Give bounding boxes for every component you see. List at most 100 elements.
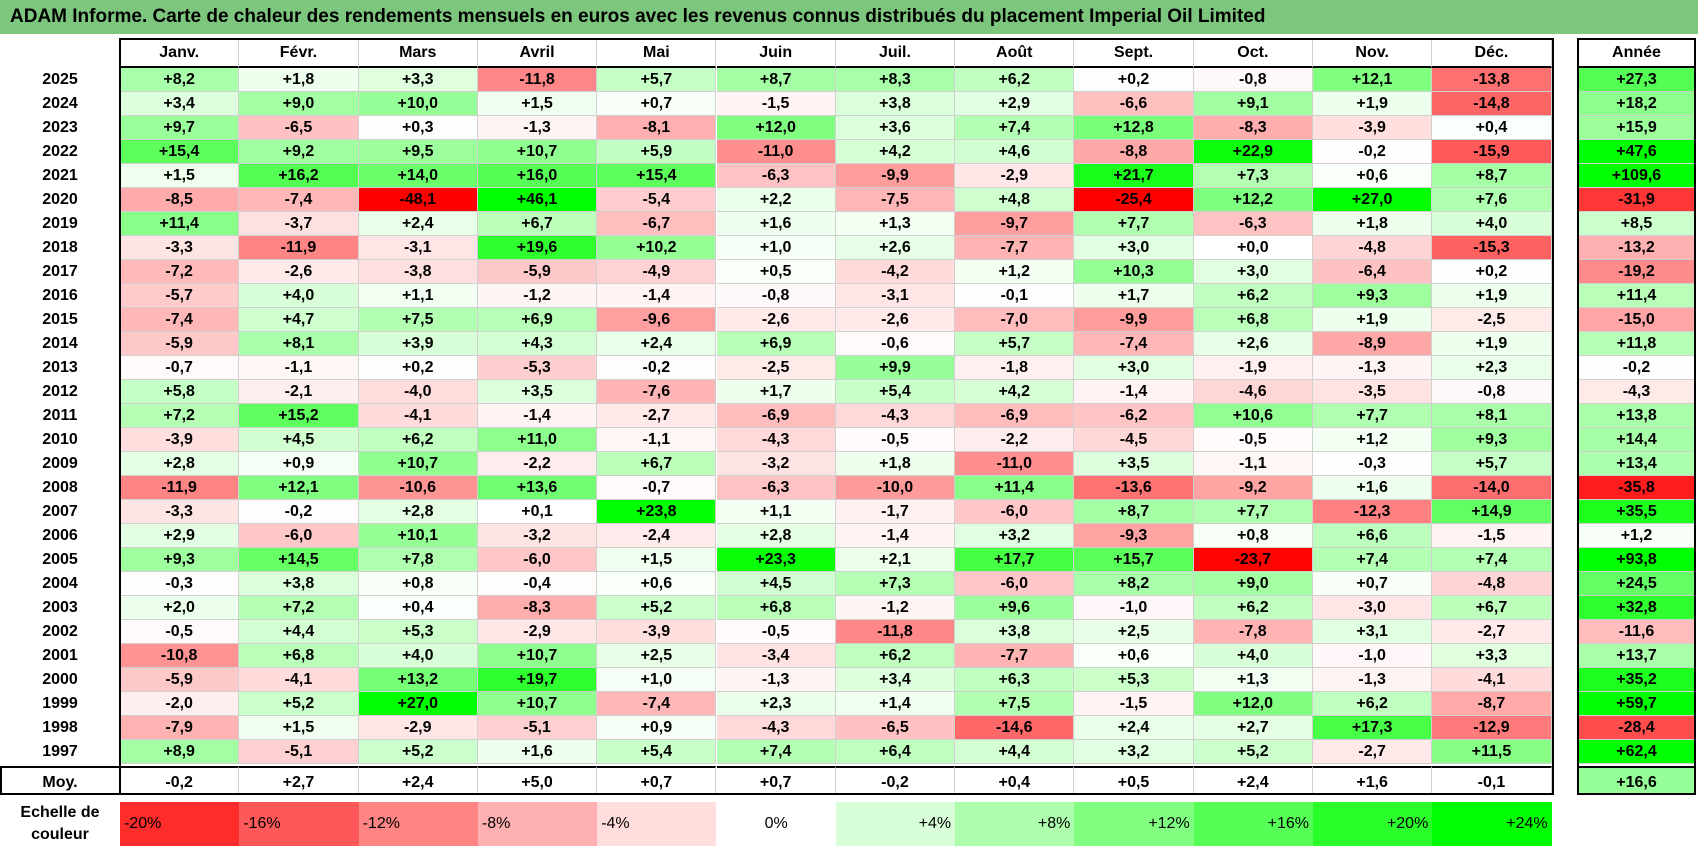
heatmap-cell: +12,2 — [1193, 188, 1313, 212]
annual-cell: +8,5 — [1577, 212, 1696, 236]
heatmap-cell: -6,5 — [835, 716, 956, 740]
heatmap-cell: +6,7 — [597, 452, 717, 476]
heatmap-cell: +11,4 — [955, 476, 1075, 500]
heatmap-cell: -14,0 — [1432, 476, 1552, 500]
heatmap-cell: +4,6 — [955, 140, 1075, 164]
heatmap-cell: +0,4 — [1432, 116, 1552, 140]
heatmap-cell: -2,6 — [835, 308, 956, 332]
heatmap-cell: +0,6 — [1074, 644, 1194, 668]
heatmap-cell: -7,7 — [955, 644, 1075, 668]
heatmap-cell: -3,2 — [716, 452, 836, 476]
heatmap-cell: +6,2 — [1193, 284, 1313, 308]
heatmap-cell: +0,4 — [358, 596, 478, 620]
heatmap-cell: -1,3 — [1313, 668, 1433, 692]
heatmap-cell: +1,9 — [1313, 92, 1433, 116]
heatmap-cell: -13,8 — [1432, 68, 1552, 92]
heatmap-cell: +1,8 — [239, 68, 359, 92]
annual-cell: +15,9 — [1577, 116, 1696, 140]
heatmap-cell: -8,9 — [1313, 332, 1433, 356]
heatmap-cell: -6,2 — [1074, 404, 1194, 428]
heatmap-cell: +1,3 — [1193, 668, 1313, 692]
heatmap-cell: +7,8 — [358, 548, 478, 572]
heatmap-cell: +0,2 — [1074, 68, 1194, 92]
heatmap-cell: -6,3 — [716, 164, 836, 188]
row-year-label: 2021 — [42, 167, 78, 184]
heatmap-cell: -9,9 — [1074, 308, 1194, 332]
heatmap-cell: -1,2 — [477, 284, 598, 308]
heatmap-cell: -10,0 — [835, 476, 956, 500]
heatmap-cell: -0,3 — [120, 572, 240, 596]
row-year-label: 2018 — [42, 239, 78, 256]
average-cell: +2,7 — [239, 766, 359, 795]
heatmap-cell: +1,0 — [597, 668, 717, 692]
heatmap-cell: +7,5 — [358, 308, 478, 332]
heatmap-cell: +4,8 — [955, 188, 1075, 212]
annual-cell: +13,7 — [1577, 644, 1696, 668]
heatmap-cell: -7,4 — [597, 692, 717, 716]
heatmap-cell: -1,0 — [1074, 596, 1194, 620]
heatmap-cell: +7,4 — [1313, 548, 1433, 572]
heatmap-cell: -5,7 — [120, 284, 240, 308]
column-header: Avril — [477, 38, 598, 68]
heatmap-cell: +7,2 — [239, 596, 359, 620]
annual-cell: -19,2 — [1577, 260, 1696, 284]
heatmap-cell: +3,2 — [955, 524, 1075, 548]
heatmap-cell: -1,8 — [955, 356, 1075, 380]
heatmap-cell: +1,7 — [1074, 284, 1194, 308]
scale-swatch: -16% — [239, 802, 359, 846]
average-cell: -0,2 — [120, 766, 240, 795]
scale-label: Echelle de couleur — [20, 804, 100, 843]
average-cell: +0,7 — [716, 766, 836, 795]
heatmap-cell: -5,1 — [239, 740, 359, 764]
column-header: Sept. — [1074, 38, 1194, 68]
heatmap-cell: +9,0 — [1193, 572, 1313, 596]
heatmap-cell: +4,4 — [239, 620, 359, 644]
heatmap-cell: -15,9 — [1432, 140, 1552, 164]
heatmap-cell: +19,6 — [477, 236, 598, 260]
heatmap-cell: -11,0 — [955, 452, 1075, 476]
row-year-label: 2009 — [42, 455, 78, 472]
heatmap-cell: +8,7 — [1074, 500, 1194, 524]
heatmap-cell: +4,0 — [358, 644, 478, 668]
heatmap-cell: -4,8 — [1313, 236, 1433, 260]
heatmap-cell: +2,5 — [597, 644, 717, 668]
heatmap-cell: +13,6 — [477, 476, 598, 500]
heatmap-cell: +14,9 — [1432, 500, 1552, 524]
heatmap-cell: +0,2 — [358, 356, 478, 380]
heatmap-cell: +12,8 — [1074, 116, 1194, 140]
heatmap-cell: -1,5 — [716, 92, 836, 116]
annual-cell: +11,8 — [1577, 332, 1696, 356]
heatmap-cell: +10,7 — [477, 140, 598, 164]
heatmap-cell: +10,0 — [358, 92, 478, 116]
heatmap-cell: +6,9 — [477, 308, 598, 332]
heatmap-cell: +9,5 — [358, 140, 478, 164]
heatmap-cell: +3,3 — [358, 68, 478, 92]
row-year-label: 2002 — [42, 623, 78, 640]
heatmap-cell: -14,6 — [955, 716, 1075, 740]
heatmap-cell: +10,1 — [358, 524, 478, 548]
heatmap-cell: +22,9 — [1193, 140, 1313, 164]
heatmap-cell: -9,6 — [597, 308, 717, 332]
heatmap-cell: +5,2 — [239, 692, 359, 716]
heatmap-cell: +6,2 — [358, 428, 478, 452]
heatmap-cell: -0,1 — [955, 284, 1075, 308]
heatmap-cell: -1,1 — [597, 428, 717, 452]
column-header: Nov. — [1313, 38, 1433, 68]
column-header: Oct. — [1193, 38, 1313, 68]
heatmap-cell: +6,2 — [1193, 596, 1313, 620]
heatmap-cell: +6,2 — [1313, 692, 1433, 716]
heatmap-cell: -0,2 — [1313, 140, 1433, 164]
row-year-label: 2012 — [42, 383, 78, 400]
heatmap-cell: +1,5 — [597, 548, 717, 572]
heatmap-cell: -4,1 — [358, 404, 478, 428]
heatmap-cell: -3,5 — [1313, 380, 1433, 404]
heatmap-cell: -1,0 — [1313, 644, 1433, 668]
heatmap-cell: -6,9 — [716, 404, 836, 428]
heatmap-cell: +0,7 — [597, 92, 717, 116]
heatmap-cell: +4,0 — [1193, 644, 1313, 668]
heatmap-cell: +5,4 — [597, 740, 717, 764]
year-column-header: Année — [1577, 38, 1696, 68]
heatmap-cell: +0,3 — [358, 116, 478, 140]
annual-cell: +18,2 — [1577, 92, 1696, 116]
heatmap-cell: -0,3 — [1313, 452, 1433, 476]
